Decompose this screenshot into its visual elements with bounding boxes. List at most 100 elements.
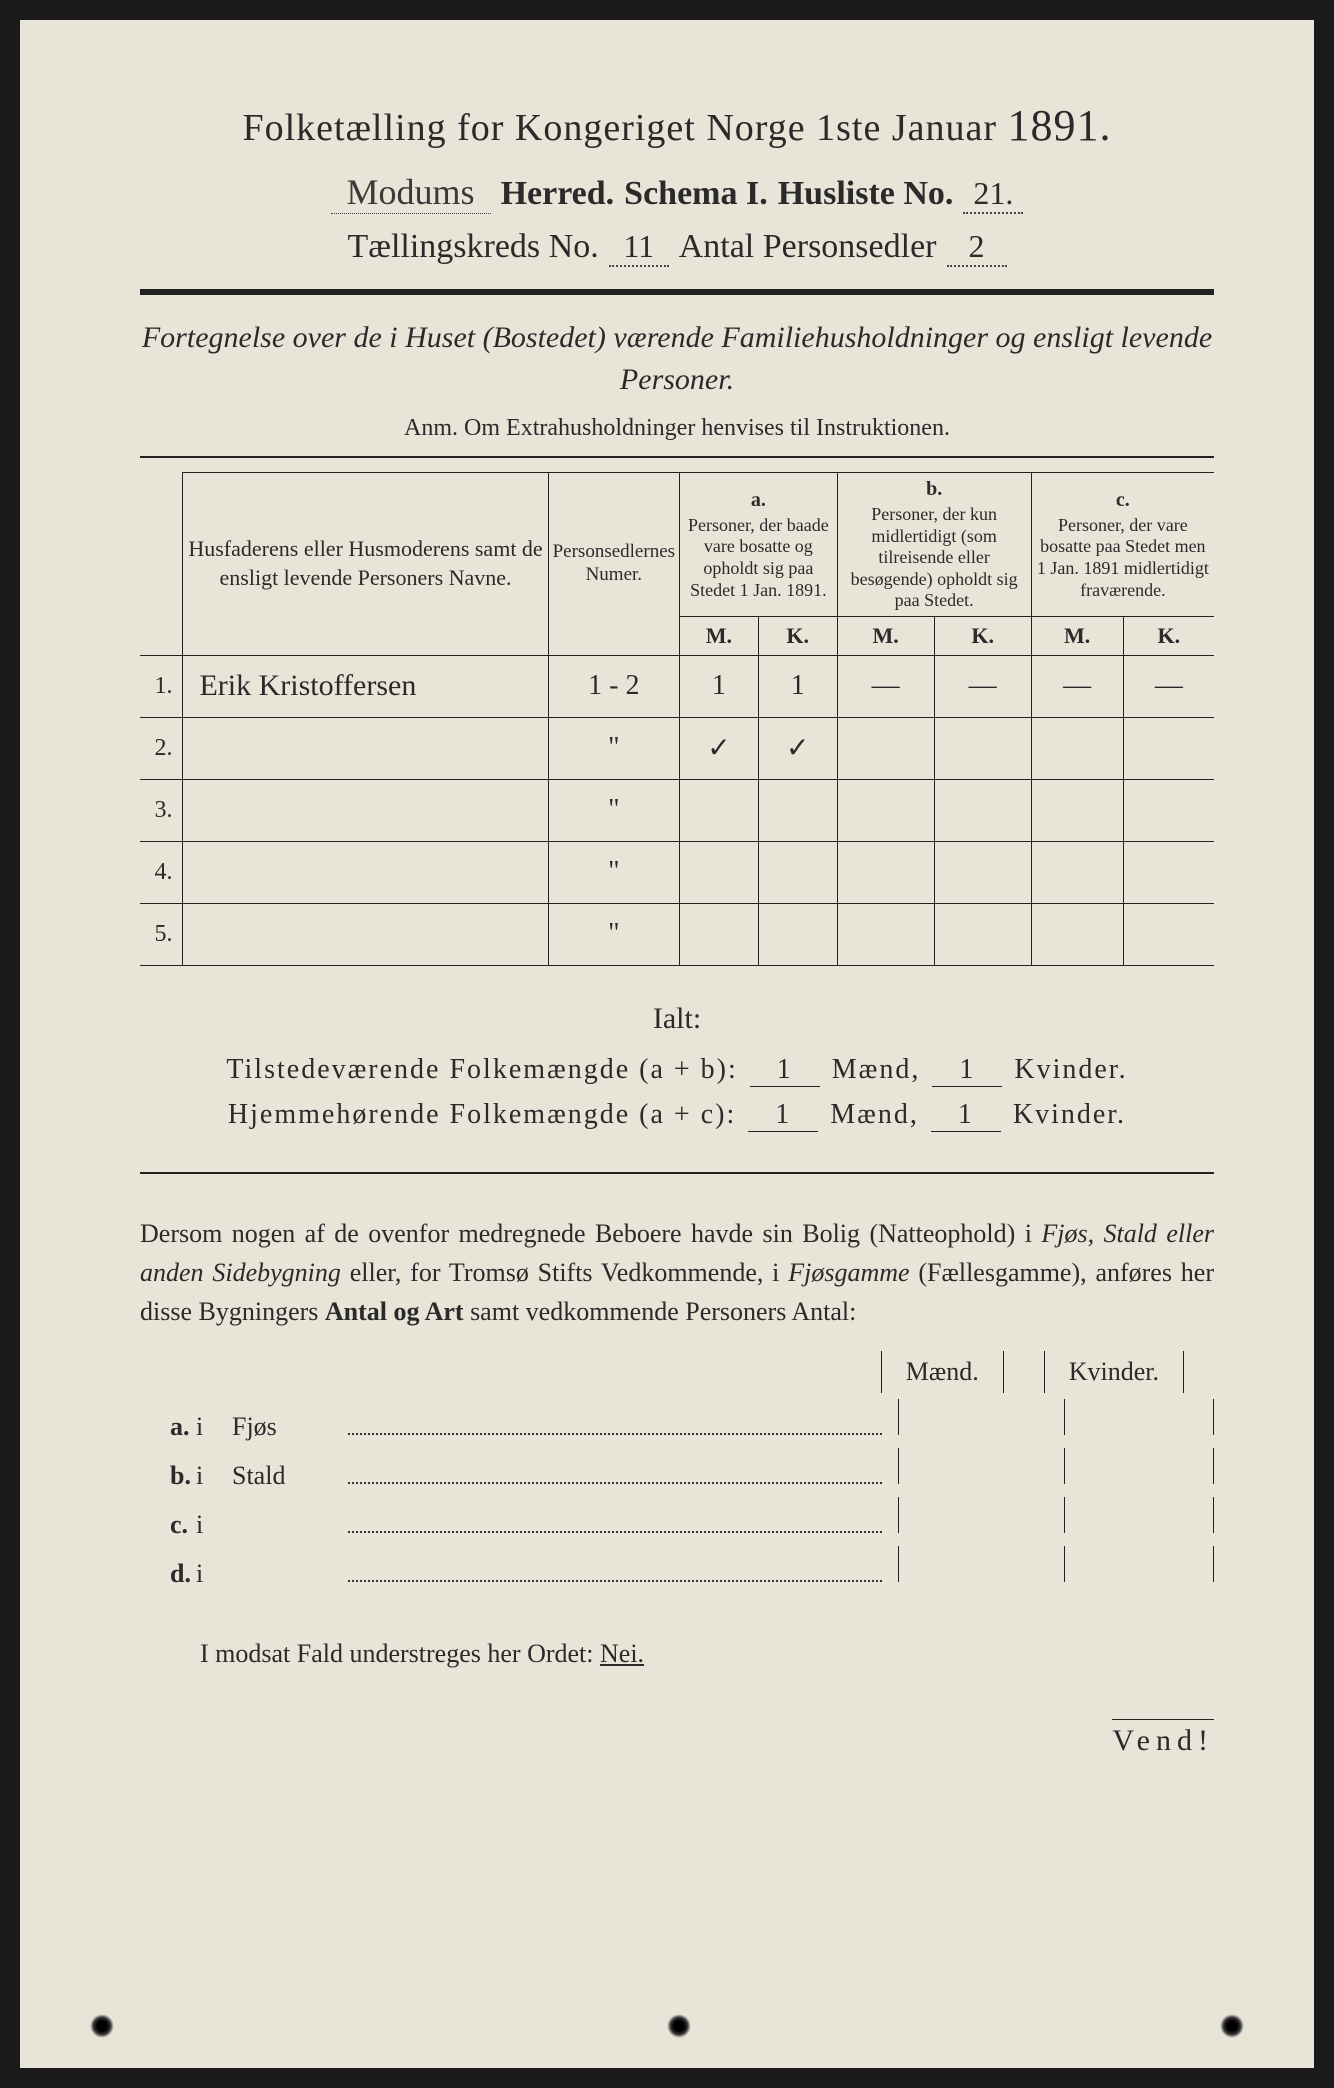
th-bm: M. (837, 616, 934, 655)
a-m-cell (680, 841, 759, 903)
nei-line: I modsat Fald understreges her Ordet: Ne… (140, 1639, 1214, 1669)
rule-2 (140, 456, 1214, 458)
bygning-dots (348, 1580, 882, 1582)
herred-line: Modums Herred. Schema I. Husliste No. 21… (140, 171, 1214, 214)
schema-label: Schema I. (624, 175, 768, 213)
table-row: 2."✓✓ (140, 717, 1214, 779)
ialt-r2-label: Hjemmehørende Folkemængde (a + c): (228, 1099, 736, 1131)
kreds-line: Tællingskreds No. 11 Antal Personsedler … (140, 228, 1214, 267)
c-k-cell (1123, 841, 1214, 903)
numer-cell: " (548, 841, 679, 903)
c-m-cell: — (1031, 655, 1123, 717)
bygning-i: i (196, 1510, 216, 1540)
a-k-cell (758, 779, 837, 841)
anm-note: Anm. Om Extrahusholdninger henvises til … (140, 415, 1214, 442)
a-k-cell (758, 841, 837, 903)
numer-cell: 1 - 2 (548, 655, 679, 717)
bygning-letter: c. (140, 1510, 180, 1540)
herred-value: Modums (331, 171, 491, 214)
b-k-cell: — (934, 655, 1031, 717)
bygning-i: i (196, 1461, 216, 1491)
rule-1 (140, 289, 1214, 295)
table-row: 3. " (140, 779, 1214, 841)
a-k-cell: 1 (758, 655, 837, 717)
row-num: 1. (140, 655, 183, 717)
name-cell (183, 841, 548, 903)
c-m-cell (1031, 841, 1123, 903)
ialt-kvinder: Kvinder. (1014, 1054, 1127, 1086)
bygning-row: c. i (140, 1497, 1214, 1540)
c-m-cell (1031, 779, 1123, 841)
ialt-maend-2: Mænd, (830, 1099, 919, 1131)
kreds-value: 11 (609, 228, 669, 267)
title-block: Folketælling for Kongeriget Norge 1ste J… (140, 100, 1214, 267)
bygning-dots (348, 1531, 882, 1533)
kreds-label: Tællingskreds No. (348, 228, 599, 266)
ialt-block: Ialt: Tilstedeværende Folkemængde (a + b… (140, 1002, 1214, 1132)
name-cell (183, 779, 548, 841)
title-year: 1891. (1008, 101, 1112, 150)
b-m-cell (837, 779, 934, 841)
b-m-cell (837, 903, 934, 965)
bygning-k-cell (1064, 1546, 1214, 1582)
th-bk: K. (934, 616, 1031, 655)
antal-label: Antal Personsedler (679, 228, 937, 266)
c-m-cell (1031, 903, 1123, 965)
ialt-r1-m: 1 (750, 1054, 820, 1087)
ialt-row-1: Tilstedeværende Folkemængde (a + b): 1 M… (140, 1054, 1214, 1087)
name-cell (183, 717, 548, 779)
ialt-r1-label: Tilstedeværende Folkemængde (a + b): (226, 1054, 737, 1086)
ialt-row-2: Hjemmehørende Folkemængde (a + c): 1 Mæn… (140, 1099, 1214, 1132)
bygning-m-cell (898, 1546, 1048, 1582)
a-m-cell: 1 (680, 655, 759, 717)
numer-cell: " (548, 779, 679, 841)
name-cell: Erik Kristoffersen (183, 655, 548, 717)
b-m-cell (837, 717, 934, 779)
b-k-cell (934, 717, 1031, 779)
bygning-i: i (196, 1559, 216, 1589)
bygning-maend: Mænd. (881, 1351, 1004, 1393)
th-names: Husfaderens eller Husmoderens samt de en… (183, 473, 548, 656)
numer-cell: " (548, 717, 679, 779)
c-k-cell: — (1123, 655, 1214, 717)
bygning-dots (348, 1482, 882, 1484)
bygning-letter: b. (140, 1461, 180, 1491)
bygning-letter: a. (140, 1412, 180, 1442)
b-k-cell (934, 841, 1031, 903)
ialt-kvinder-2: Kvinder. (1013, 1099, 1126, 1131)
th-ak: K. (758, 616, 837, 655)
row-num: 3. (140, 779, 183, 841)
bygning-header: Mænd. Kvinder. (140, 1351, 1214, 1393)
th-col-a: a. Personer, der baade vare bosatte og o… (680, 473, 838, 617)
title-line-1: Folketælling for Kongeriget Norge 1ste J… (140, 100, 1214, 151)
ialt-title: Ialt: (140, 1002, 1214, 1036)
a-k-cell: ✓ (758, 717, 837, 779)
c-m-cell (1031, 717, 1123, 779)
punch-hole (90, 2014, 114, 2038)
ialt-r2-k: 1 (931, 1099, 1001, 1132)
herred-label: Herred. (501, 175, 615, 213)
table-row: 4. " (140, 841, 1214, 903)
subtitle: Fortegnelse over de i Huset (Bostedet) v… (140, 317, 1214, 401)
row-num: 4. (140, 841, 183, 903)
census-form-page: Folketælling for Kongeriget Norge 1ste J… (20, 20, 1314, 2068)
husliste-label: Husliste No. (778, 175, 954, 213)
b-m-cell: — (837, 655, 934, 717)
punch-hole (1220, 2014, 1244, 2038)
bygning-m-cell (898, 1497, 1048, 1533)
c-k-cell (1123, 779, 1214, 841)
bygning-row: b. i Stald (140, 1448, 1214, 1491)
th-ck: K. (1123, 616, 1214, 655)
c-k-cell (1123, 717, 1214, 779)
bygning-label: Stald (232, 1461, 332, 1491)
numer-cell: " (548, 903, 679, 965)
main-table: Husfaderens eller Husmoderens samt de en… (140, 472, 1214, 966)
bygning-i: i (196, 1412, 216, 1442)
th-am: M. (680, 616, 759, 655)
bygning-letter: d. (140, 1559, 180, 1589)
table-row: 1.Erik Kristoffersen1 - 211———— (140, 655, 1214, 717)
title-prefix: Folketælling for Kongeriget Norge 1ste J… (242, 107, 997, 149)
bygning-label: Fjøs (232, 1412, 332, 1442)
antal-value: 2 (947, 228, 1007, 267)
vend-label: Vend! (1112, 1719, 1214, 1758)
